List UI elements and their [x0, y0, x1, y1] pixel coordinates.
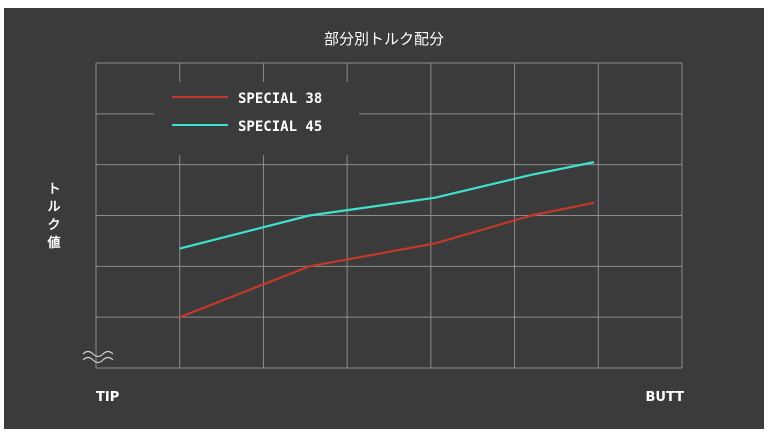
series-line-special-45 — [179, 161, 595, 250]
torque-chart: SPECIAL 38 SPECIAL 45 部分別トルク配分 ト ル ク 値 T… — [46, 30, 685, 405]
series-layer — [179, 161, 595, 319]
y-axis-label-char-4: 値 — [46, 235, 60, 251]
y-axis-label-char-1: ト — [47, 182, 60, 197]
axis-break-icon — [82, 350, 114, 364]
y-axis-label-char-2: ル — [47, 200, 60, 215]
legend-label-special-38: SPECIAL 38 — [238, 91, 322, 107]
y-axis-label-char-3: ク — [47, 218, 60, 233]
series-line-special-38 — [179, 201, 595, 319]
legend-item-special-38: SPECIAL 38 — [172, 91, 322, 107]
chart-title: 部分別トルク配分 — [324, 30, 444, 48]
chart-panel: SPECIAL 38 SPECIAL 45 部分別トルク配分 ト ル ク 値 T… — [4, 8, 764, 429]
x-axis-label-butt: BUTT — [646, 390, 685, 405]
legend-item-special-45: SPECIAL 45 — [172, 119, 322, 135]
legend-box — [154, 82, 359, 155]
x-axis-label-tip: TIP — [96, 390, 119, 405]
legend-label-special-45: SPECIAL 45 — [238, 119, 322, 135]
